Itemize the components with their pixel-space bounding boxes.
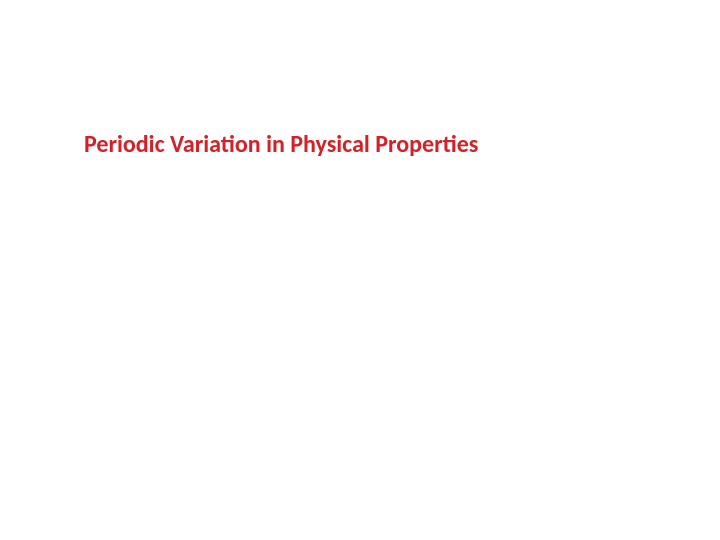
- slide-title: Periodic Variation in Physical Propertie…: [84, 130, 478, 159]
